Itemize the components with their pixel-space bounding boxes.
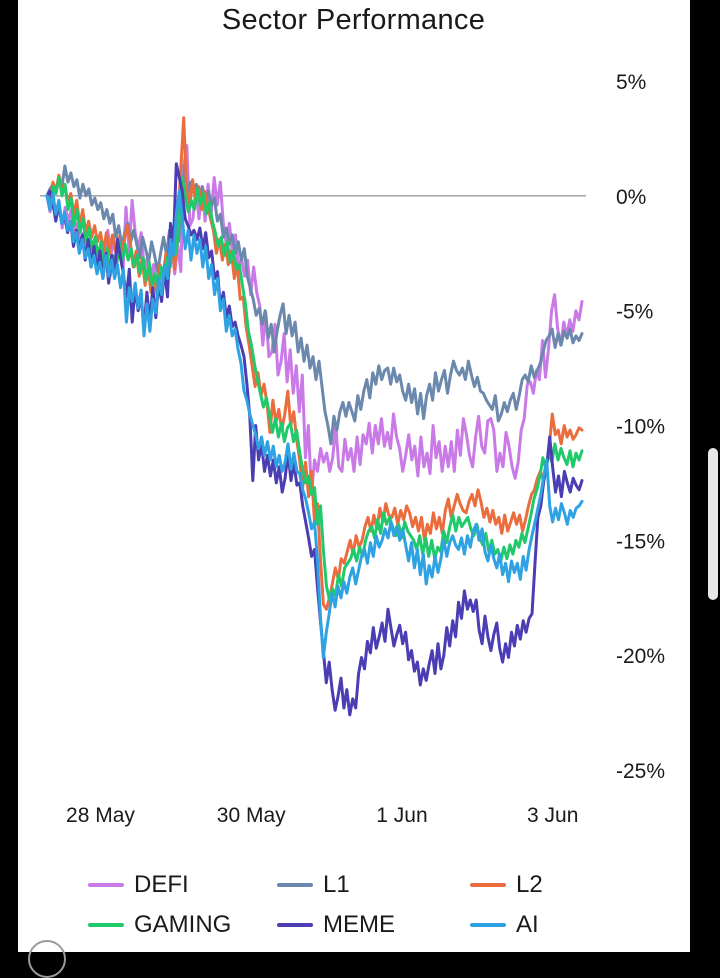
scrollbar[interactable] xyxy=(708,448,718,600)
legend-label: MEME xyxy=(323,911,395,938)
legend-swatch xyxy=(88,883,124,887)
series-line-ai xyxy=(45,189,584,659)
legend-item-l1[interactable]: L1 xyxy=(277,870,350,900)
y-tick-label: 0% xyxy=(616,186,646,209)
info-icon[interactable] xyxy=(28,940,66,978)
legend-label: GAMING xyxy=(134,911,232,938)
y-tick-label: -15% xyxy=(616,530,665,553)
legend-swatch xyxy=(277,923,313,927)
legend-item-ai[interactable]: AI xyxy=(470,910,539,940)
y-tick-label: -10% xyxy=(616,416,665,439)
series-line-meme xyxy=(45,162,584,717)
chart-title: Sector Performance xyxy=(221,4,486,36)
y-tick-label: 5% xyxy=(616,71,646,94)
legend-item-gaming[interactable]: GAMING xyxy=(88,910,231,940)
y-tick-label: -25% xyxy=(616,760,665,783)
series-line-l1 xyxy=(45,164,584,446)
x-tick-label: 30 May xyxy=(217,804,286,827)
y-tick-label: -5% xyxy=(616,301,653,324)
legend-label: L2 xyxy=(516,871,543,898)
legend-swatch xyxy=(277,883,313,887)
legend-item-defi[interactable]: DEFI xyxy=(88,870,189,900)
legend-label: DEFI xyxy=(134,871,189,898)
x-tick-label: 3 Jun xyxy=(527,804,578,827)
series-line-gaming xyxy=(45,176,584,602)
legend-swatch xyxy=(470,883,506,887)
legend-swatch xyxy=(470,923,506,927)
legend-swatch xyxy=(88,923,124,927)
legend-item-l2[interactable]: L2 xyxy=(470,870,543,900)
legend-item-meme[interactable]: MEME xyxy=(277,910,395,940)
legend-label: L1 xyxy=(323,871,350,898)
y-tick-label: -20% xyxy=(616,645,665,668)
line-chart: 5% 0% -5% -10% -15% -20% -25% 28 May 30 May 1 Jun… xyxy=(40,71,665,827)
chart-panel xyxy=(18,0,690,952)
legend-label: AI xyxy=(516,911,539,938)
x-tick-label: 1 Jun xyxy=(376,804,427,827)
x-tick-label: 28 May xyxy=(66,804,135,827)
